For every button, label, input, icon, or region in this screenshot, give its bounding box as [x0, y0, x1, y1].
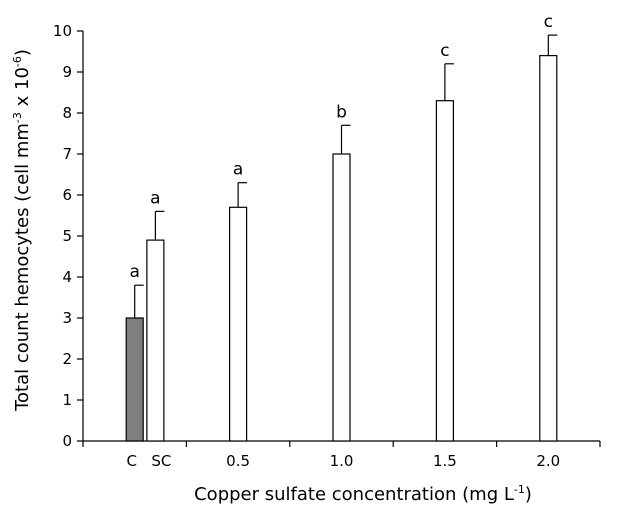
- y-tick-label: 5: [62, 227, 72, 245]
- bar: [146, 239, 165, 442]
- x-tick-label: 2.0: [536, 452, 560, 470]
- y-axis-title-part2: x 10: [12, 67, 33, 112]
- y-tick-label: 2: [62, 350, 72, 368]
- significance-label: c: [544, 12, 553, 32]
- bar: [539, 54, 558, 442]
- significance-label: c: [440, 41, 449, 61]
- y-axis-title-sup2: -6: [11, 56, 24, 67]
- y-axis-title-part3: ): [12, 49, 33, 56]
- y-tick-label: 0: [62, 432, 72, 450]
- significance-label: a: [233, 160, 243, 180]
- y-axis-title-part1: Total count hemocytes (cell mm: [12, 123, 33, 412]
- x-axis-title-end: ): [525, 484, 532, 505]
- y-tick-label: 4: [62, 268, 72, 286]
- x-tick-label: 0.5: [226, 452, 250, 470]
- y-tick-label: 9: [62, 63, 72, 81]
- y-tick-label: 1: [62, 391, 72, 409]
- bars: [125, 34, 558, 442]
- significance-label: a: [129, 262, 139, 282]
- x-axis-title: Copper sulfate concentration (mg L-1): [194, 483, 532, 505]
- x-tick-label: SC: [151, 452, 171, 470]
- x-tick-label: 1.0: [330, 452, 354, 470]
- labels: 0 1 2 3 4 5 6 7 8 9 10 a Ca SC a 0.5 b 1.0 c 1.5 c 2.0: [53, 12, 560, 470]
- x-axis-title-main: Copper sulfate concentration (mg L: [194, 484, 514, 505]
- y-axis-title: Total count hemocytes (cell mm-3 x 10-6): [11, 49, 33, 412]
- x-tick-label: 1.5: [433, 452, 457, 470]
- y-tick-label: 8: [62, 104, 72, 122]
- y-axis-title-sup1: -3: [11, 112, 24, 123]
- bar: [125, 317, 144, 442]
- x-axis-title-sup: -1: [514, 483, 525, 496]
- bar: [435, 100, 454, 442]
- x-tick-label: C: [126, 452, 136, 470]
- y-tick-label: 10: [53, 22, 72, 40]
- y-tick-label: 6: [62, 186, 72, 204]
- significance-label: b: [336, 102, 347, 122]
- y-tick-label: 7: [62, 145, 72, 163]
- significance-label: a: [150, 188, 160, 208]
- bar: [332, 153, 351, 442]
- axes: [77, 30, 601, 447]
- y-tick-label: 3: [62, 309, 72, 327]
- bar: [229, 206, 248, 442]
